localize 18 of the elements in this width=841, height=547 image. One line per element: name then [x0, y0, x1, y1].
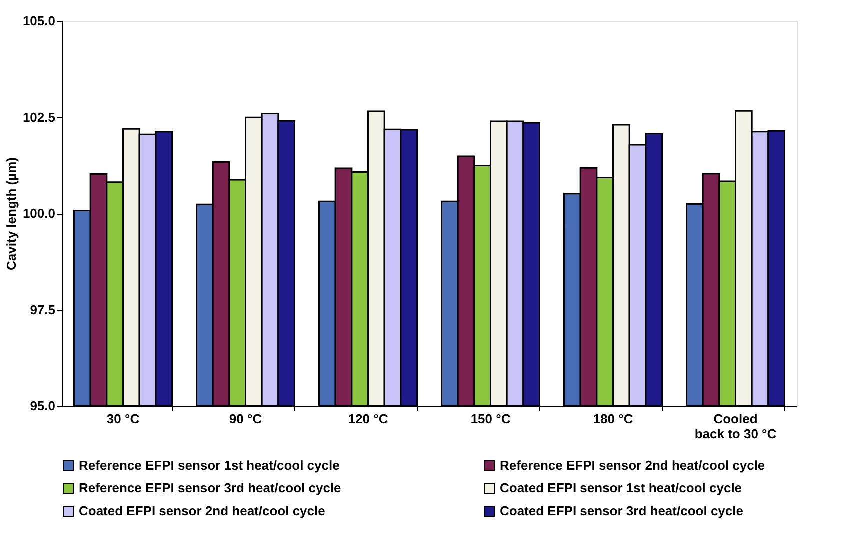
x-tick-label: 30 °C	[106, 412, 140, 426]
y-tick-label: 95.0	[30, 398, 56, 414]
legend-label: Reference EFPI sensor 1st heat/cool cycle	[79, 458, 340, 473]
y-tick-label: 102.5	[22, 110, 56, 125]
y-axis-title: Cavity length (µm)	[4, 158, 19, 270]
legend-label: Reference EFPI sensor 3rd heat/cool cycle	[79, 480, 342, 496]
x-tick-label: 150 °C	[470, 412, 512, 426]
x-tick-label: 180 °C	[593, 412, 634, 426]
y-tick-label: 97.5	[30, 302, 56, 318]
y-tick-label: 105.0	[22, 14, 56, 28]
x-tick-label: Cooled back to 30 °C	[694, 412, 778, 442]
legend-label: Reference EFPI sensor 2nd heat/cool cycle	[500, 458, 766, 473]
legend-label: Coated EFPI sensor 2nd heat/cool cycle	[79, 504, 326, 518]
legend-label: Coated EFPI sensor 3rd heat/cool cycle	[500, 504, 744, 518]
legend-label: Coated EFPI sensor 1st heat/cool cycle	[500, 480, 742, 496]
x-tick-label: 90 °C	[229, 412, 263, 426]
y-tick-label: 100.0	[22, 206, 56, 221]
x-tick-label: 120 °C	[348, 412, 389, 426]
